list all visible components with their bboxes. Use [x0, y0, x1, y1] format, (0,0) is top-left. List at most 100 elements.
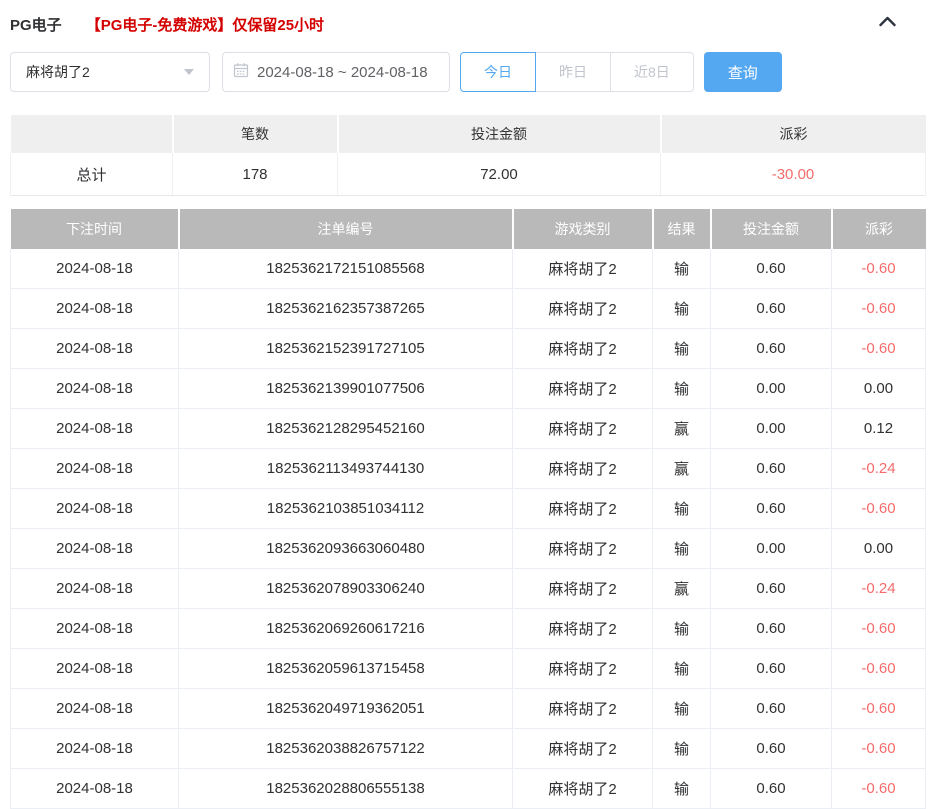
- order-no-cell: 1825362139901077506: [178, 368, 513, 409]
- filter-bar: 麻将胡了2 2024-08-18 ~ 2024-08-18 今日 昨日 近8日: [10, 52, 925, 92]
- bet-amount-cell: 0.60: [710, 688, 832, 729]
- quick-date-group: 今日 昨日 近8日: [460, 52, 694, 92]
- table-row: 2024-08-18 1825362128295452160 麻将胡了2 赢 0.00 0…: [10, 408, 926, 449]
- bet-amount-cell: 0.60: [710, 488, 832, 529]
- game-type-cell: 麻将胡了2: [512, 448, 653, 489]
- bet-table-tbody: 2024-08-18 1825362172151085568 麻将胡了2 输 0.60-…: [10, 249, 926, 809]
- table-row: 2024-08-18 1825362049719362051 麻将胡了2 输 0.60-…: [10, 688, 926, 729]
- bet-amount-cell: 0.00: [710, 408, 832, 449]
- bet-time-cell: 2024-08-18: [10, 728, 179, 769]
- result-cell: 输: [652, 728, 711, 769]
- collapse-button[interactable]: [878, 15, 897, 33]
- payout-cell: 0.00: [831, 368, 926, 409]
- game-type-cell: 麻将胡了2: [512, 328, 653, 369]
- result-cell: 输: [652, 648, 711, 689]
- game-type-cell: 麻将胡了2: [512, 568, 653, 609]
- result-cell: 输: [652, 688, 711, 729]
- game-type-cell: 麻将胡了2: [512, 288, 653, 329]
- table-row: 2024-08-18 1825362139901077506 麻将胡了2 输 0.00 0…: [10, 368, 926, 409]
- yesterday-button[interactable]: 昨日: [535, 52, 611, 92]
- bet-amount-cell: 0.60: [710, 728, 832, 769]
- payout-cell: -0.60: [831, 688, 926, 729]
- game-type-cell: 麻将胡了2: [512, 728, 653, 769]
- order-no-cell: 1825362049719362051: [178, 688, 513, 729]
- order-no-cell: 1825362059613715458: [178, 648, 513, 689]
- summary-payout-value: -30.00: [660, 153, 926, 196]
- summary-header-bet-amount: 投注金额: [337, 115, 662, 153]
- payout-cell: -0.60: [831, 768, 926, 809]
- chevron-down-icon: [184, 69, 194, 75]
- order-no-cell: 1825362172151085568: [178, 249, 513, 289]
- col-result: 结果: [652, 209, 712, 249]
- order-no-cell: 1825362093663060480: [178, 528, 513, 569]
- result-cell: 赢: [652, 408, 711, 449]
- today-button[interactable]: 今日: [460, 52, 536, 92]
- result-cell: 输: [652, 488, 711, 529]
- result-cell: 输: [652, 768, 711, 809]
- panel-titlebar: PG电子 【PG电子-免费游戏】仅保留25小时: [10, 12, 925, 36]
- col-bet-time: 下注时间: [10, 209, 180, 249]
- bet-time-cell: 2024-08-18: [10, 648, 179, 689]
- summary-total-label: 总计: [10, 153, 173, 196]
- query-button[interactable]: 查询: [703, 52, 782, 92]
- col-order-no: 注单编号: [178, 209, 514, 249]
- bet-time-cell: 2024-08-18: [10, 408, 179, 449]
- bet-time-cell: 2024-08-18: [10, 568, 179, 609]
- order-no-cell: 1825362162357387265: [178, 288, 513, 329]
- table-row: 2024-08-18 1825362152391727105 麻将胡了2 输 0.60-…: [10, 328, 926, 369]
- payout-cell: -0.60: [831, 249, 926, 289]
- table-row: 2024-08-18 1825362172151085568 麻将胡了2 输 0.60-…: [10, 249, 926, 289]
- game-select[interactable]: 麻将胡了2: [10, 52, 210, 92]
- table-row: 2024-08-18 1825362103851034112 麻将胡了2 输 0.60-…: [10, 488, 926, 529]
- game-type-cell: 麻将胡了2: [512, 249, 653, 289]
- col-game-type: 游戏类别: [512, 209, 654, 249]
- game-type-cell: 麻将胡了2: [512, 688, 653, 729]
- table-row: 2024-08-18 1825362038826757122 麻将胡了2 输 0.60-…: [10, 728, 926, 769]
- table-row: 2024-08-18 1825362028806555138 麻将胡了2 输 0.60-…: [10, 768, 926, 809]
- chevron-up-icon: [878, 15, 897, 33]
- summary-header-payout: 派彩: [660, 115, 926, 153]
- result-cell: 赢: [652, 568, 711, 609]
- table-row: 2024-08-18 1825362113493744130 麻将胡了2 赢 0.60-…: [10, 448, 926, 489]
- game-type-cell: 麻将胡了2: [512, 488, 653, 529]
- date-range-input[interactable]: 2024-08-18 ~ 2024-08-18: [222, 52, 450, 92]
- payout-cell: -0.60: [831, 488, 926, 529]
- bet-time-cell: 2024-08-18: [10, 288, 179, 329]
- result-cell: 输: [652, 328, 711, 369]
- bet-time-cell: 2024-08-18: [10, 488, 179, 529]
- bet-amount-cell: 0.60: [710, 448, 832, 489]
- table-row: 2024-08-18 1825362093663060480 麻将胡了2 输 0.00 0…: [10, 528, 926, 569]
- payout-cell: -0.24: [831, 568, 926, 609]
- bet-time-cell: 2024-08-18: [10, 608, 179, 649]
- bet-time-cell: 2024-08-18: [10, 368, 179, 409]
- summary-table: 笔数 投注金额 派彩 总计 178 72.00 -30.00: [10, 115, 926, 196]
- bet-amount-cell: 0.60: [710, 288, 832, 329]
- game-type-cell: 麻将胡了2: [512, 768, 653, 809]
- order-no-cell: 1825362128295452160: [178, 408, 513, 449]
- bet-time-cell: 2024-08-18: [10, 448, 179, 489]
- calendar-icon: [233, 62, 257, 82]
- last-8-days-button[interactable]: 近8日: [610, 52, 694, 92]
- bet-amount-cell: 0.60: [710, 568, 832, 609]
- col-bet-amount: 投注金额: [710, 209, 833, 249]
- order-no-cell: 1825362028806555138: [178, 768, 513, 809]
- order-no-cell: 1825362113493744130: [178, 448, 513, 489]
- table-row: 2024-08-18 1825362069260617216 麻将胡了2 输 0.60-…: [10, 608, 926, 649]
- result-cell: 输: [652, 528, 711, 569]
- order-no-cell: 1825362038826757122: [178, 728, 513, 769]
- bet-time-cell: 2024-08-18: [10, 688, 179, 729]
- summary-header-count: 笔数: [172, 115, 339, 153]
- game-type-cell: 麻将胡了2: [512, 368, 653, 409]
- bets-header-row: 下注时间 注单编号 游戏类别 结果 投注金额 派彩: [10, 209, 926, 249]
- payout-cell: 0.12: [831, 408, 926, 449]
- payout-cell: 0.00: [831, 528, 926, 569]
- payout-cell: -0.60: [831, 608, 926, 649]
- result-cell: 输: [652, 249, 711, 289]
- table-row: 2024-08-18 1825362059613715458 麻将胡了2 输 0.60-…: [10, 648, 926, 689]
- game-select-value: 麻将胡了2: [26, 64, 90, 80]
- retention-notice: 【PG电子-免费游戏】仅保留25小时: [85, 16, 325, 34]
- payout-cell: -0.60: [831, 728, 926, 769]
- bet-amount-cell: 0.00: [710, 528, 832, 569]
- bet-time-cell: 2024-08-18: [10, 249, 179, 289]
